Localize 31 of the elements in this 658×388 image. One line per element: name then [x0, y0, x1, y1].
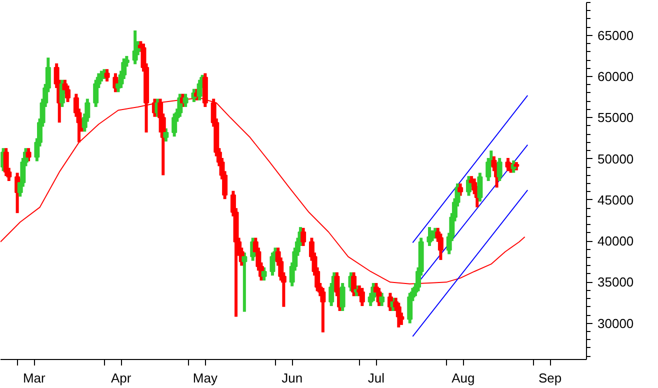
candlestick — [505, 158, 511, 172]
x-tick-label: Jun — [282, 370, 303, 386]
x-tick-label: Mar — [22, 370, 46, 386]
candlestick — [477, 172, 483, 202]
candlestick — [163, 128, 169, 142]
candlestick — [242, 252, 248, 312]
y-tick-label: 30000 — [598, 316, 634, 331]
x-tick-label: Sep — [538, 370, 562, 386]
candlestick — [104, 69, 110, 82]
candlestick — [65, 86, 71, 102]
x-tick-label: Jul — [368, 370, 385, 386]
x-tick-label: Aug — [452, 370, 475, 386]
candlestick — [359, 288, 365, 306]
y-tick-label: 55000 — [598, 110, 634, 126]
candlestick — [340, 283, 346, 311]
y-tick-label: 65000 — [598, 28, 634, 43]
y-tick-label: 50000 — [598, 151, 634, 166]
candlestick — [496, 158, 502, 181]
y-tick-label: 40000 — [598, 234, 634, 249]
candlestick — [426, 227, 432, 246]
candlestick — [132, 30, 138, 64]
y-tick-label: 60000 — [598, 69, 634, 84]
candlestick — [26, 148, 32, 162]
candlestick — [379, 292, 385, 306]
x-tick-label: May — [192, 370, 218, 386]
candlestick — [300, 228, 306, 246]
y-tick-label: 45000 — [598, 192, 634, 208]
y-tick-label: 35000 — [598, 274, 634, 290]
candlestick — [261, 267, 267, 281]
x-tick-label: Apr — [110, 370, 132, 386]
candlestick — [351, 272, 357, 296]
